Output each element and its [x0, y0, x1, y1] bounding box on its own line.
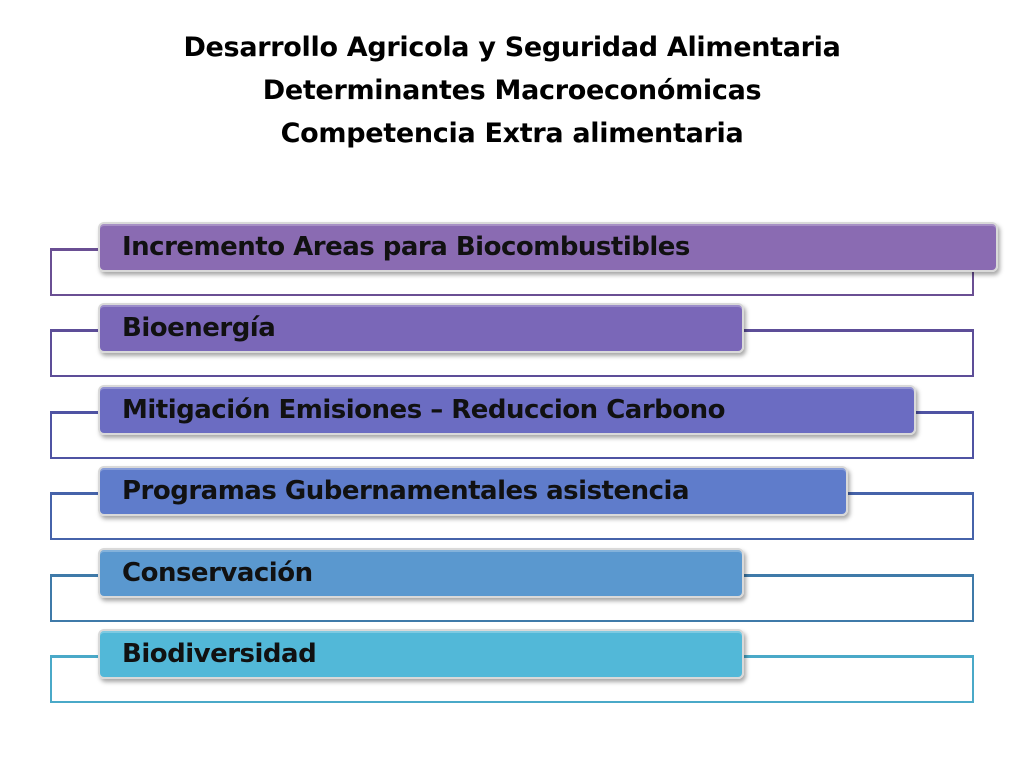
item-label: Biodiversidad: [122, 639, 317, 669]
list-item-bioenergia: Bioenergía: [50, 303, 974, 379]
item-label: Mitigación Emisiones – Reduccion Carbono: [122, 395, 726, 425]
list-item-biodiversidad: Biodiversidad: [50, 629, 974, 705]
item-label: Incremento Areas para Biocombustibles: [122, 232, 690, 262]
title-line-3: Competencia Extra alimentaria: [280, 118, 744, 149]
list-item-programas: Programas Gubernamentales asistencia: [50, 466, 974, 542]
item-bar: Biodiversidad: [98, 629, 744, 679]
item-label: Conservación: [122, 558, 313, 588]
list-item-biocombustibles: Incremento Areas para Biocombustibles: [50, 222, 998, 298]
list-item-mitigacion: Mitigación Emisiones – Reduccion Carbono: [50, 385, 974, 461]
title-line-2: Determinantes Macroeconómicas: [262, 75, 762, 106]
item-bar: Conservación: [98, 548, 744, 598]
slide-title: Desarrollo Agricola y Seguridad Alimenta…: [0, 26, 1024, 155]
item-bar: Mitigación Emisiones – Reduccion Carbono: [98, 385, 916, 435]
title-line-1: Desarrollo Agricola y Seguridad Alimenta…: [183, 32, 841, 63]
item-bar: Incremento Areas para Biocombustibles: [98, 222, 998, 272]
item-bar: Programas Gubernamentales asistencia: [98, 466, 848, 516]
list-item-conservacion: Conservación: [50, 548, 974, 624]
item-label: Bioenergía: [122, 313, 276, 343]
item-bar: Bioenergía: [98, 303, 744, 353]
item-label: Programas Gubernamentales asistencia: [122, 476, 690, 506]
